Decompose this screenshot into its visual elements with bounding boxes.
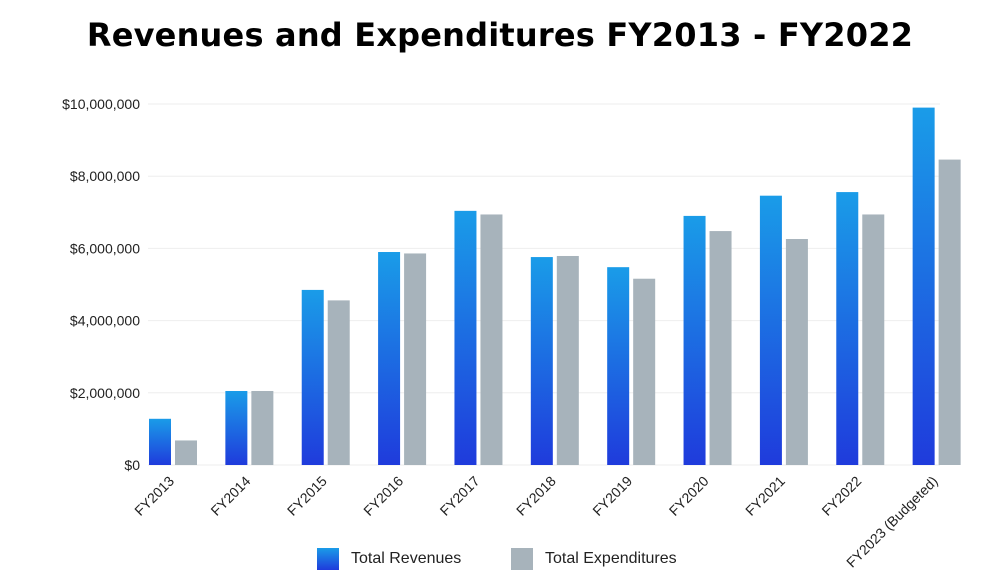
bar-total-revenues	[607, 267, 630, 465]
legend-item-expenditures: Total Expenditures	[511, 548, 677, 570]
legend-label-expenditures: Total Expenditures	[545, 550, 677, 567]
bars	[149, 107, 961, 466]
x-tick-label: FY2015	[284, 473, 330, 519]
x-tick-label: FY2017	[437, 473, 483, 519]
y-tick-label: $6,000,000	[70, 240, 140, 256]
bar-total-revenues	[454, 210, 477, 465]
bar-total-revenues	[912, 107, 935, 466]
y-tick-label: $2,000,000	[70, 385, 140, 401]
bar-total-expenditures	[404, 253, 427, 465]
bar-total-expenditures	[175, 440, 197, 465]
y-tick-label: $0	[124, 457, 140, 473]
x-tick-label: FY2016	[360, 473, 406, 519]
x-tick-label: FY2014	[207, 473, 253, 519]
y-tick-label: $4,000,000	[70, 313, 140, 329]
bar-total-expenditures	[785, 239, 808, 465]
legend-swatch-revenues	[317, 548, 339, 570]
x-tick-label: FY2013	[131, 473, 177, 519]
legend-label-revenues: Total Revenues	[351, 550, 462, 567]
y-tick-label: $8,000,000	[70, 168, 140, 184]
bar-total-expenditures	[251, 390, 274, 465]
bar-total-expenditures	[556, 255, 579, 465]
bar-total-revenues	[836, 192, 859, 466]
y-axis: $0 $2,000,000 $4,000,000 $6,000,000 $8,000,0…	[62, 96, 140, 473]
bar-total-expenditures	[938, 159, 961, 465]
y-tick-label: $10,000,000	[62, 96, 140, 112]
x-tick-label: FY2018	[513, 473, 559, 519]
bar-total-expenditures	[327, 300, 350, 465]
x-tick-label: FY2022	[818, 473, 864, 519]
x-tick-label: FY2021	[742, 473, 788, 519]
bar-total-revenues	[301, 289, 324, 465]
bar-total-expenditures	[480, 214, 503, 465]
bar-total-expenditures	[709, 231, 732, 465]
legend-swatch-expenditures	[511, 548, 533, 570]
chart-title: Revenues and Expenditures FY2013 - FY202…	[86, 16, 914, 54]
bar-total-expenditures	[862, 214, 885, 465]
bar-total-revenues	[225, 390, 248, 465]
bar-total-revenues	[378, 252, 401, 465]
x-tick-label: FY2019	[589, 473, 635, 519]
bar-total-revenues	[759, 195, 782, 465]
legend: Total Revenues Total Expenditures	[0, 548, 1000, 576]
bar-total-revenues	[149, 418, 171, 465]
x-tick-label: FY2020	[666, 473, 712, 519]
bar-total-revenues	[530, 257, 553, 465]
bar-total-expenditures	[633, 278, 656, 465]
bar-total-revenues	[683, 215, 706, 465]
legend-item-revenues: Total Revenues	[317, 548, 461, 570]
